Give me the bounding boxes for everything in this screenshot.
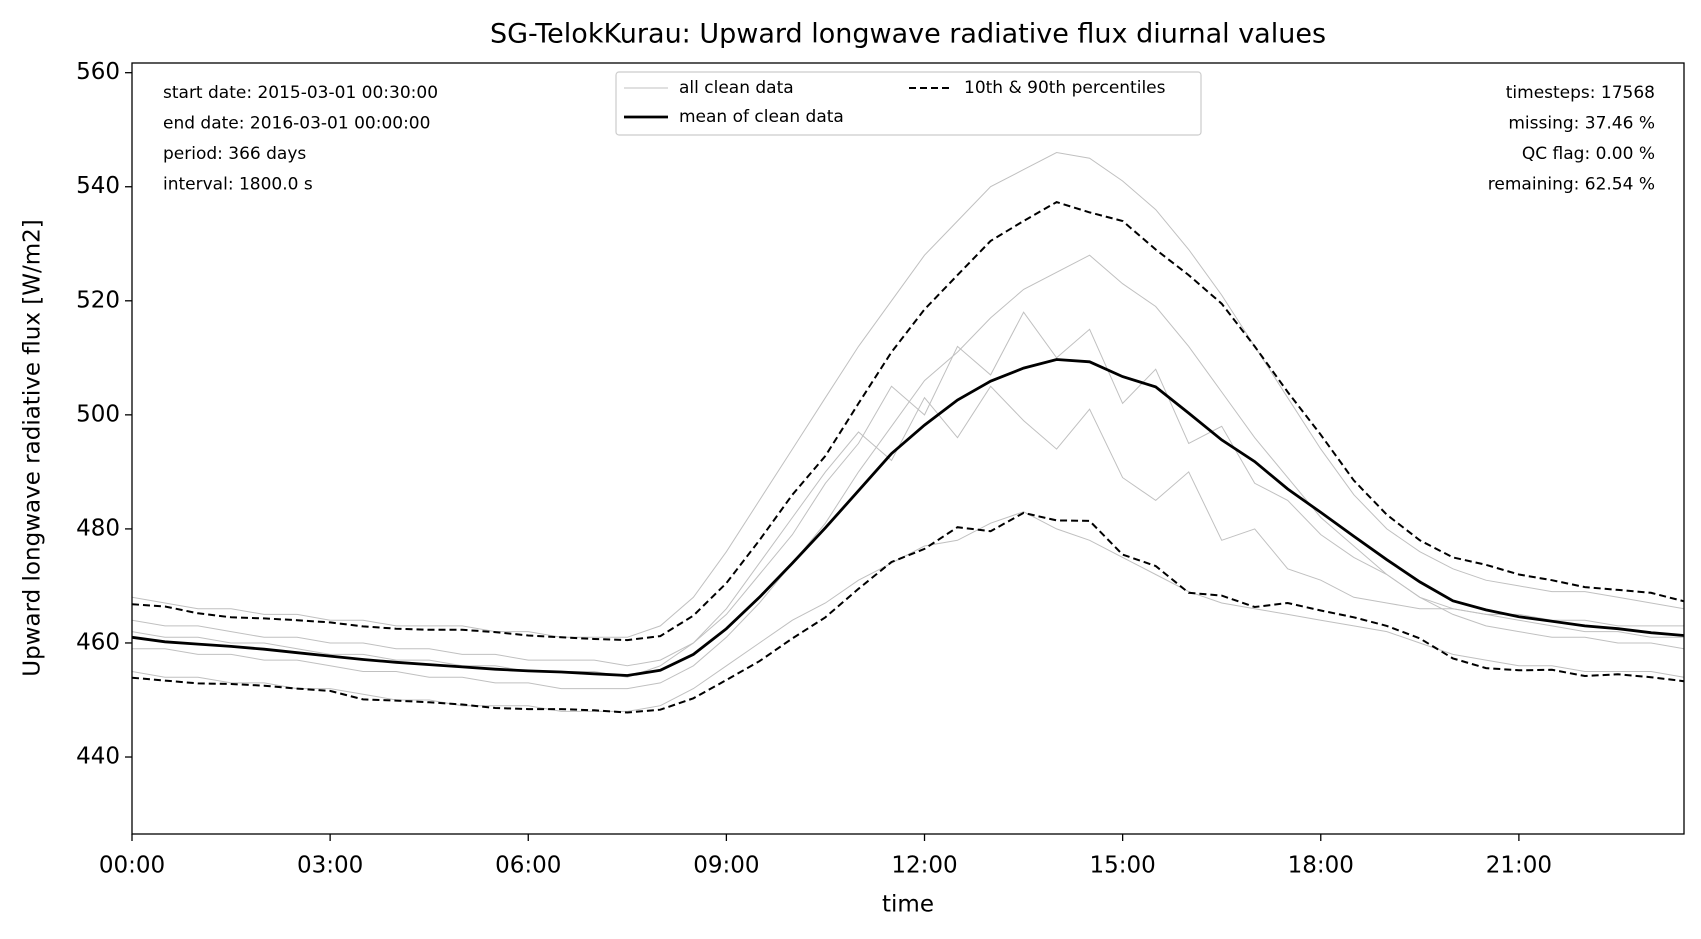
x-tick-label: 18:00 xyxy=(1288,853,1354,879)
day-line xyxy=(132,511,1684,712)
series-line xyxy=(132,201,1684,642)
series-line xyxy=(132,358,1684,677)
x-axis-label: time xyxy=(882,892,934,918)
x-tick-label: 12:00 xyxy=(891,853,957,879)
annotation: start date: 2015-03-01 00:30:00 xyxy=(163,83,438,103)
x-tick-label: 15:00 xyxy=(1089,853,1155,879)
annotation: missing: 37.46 % xyxy=(1508,114,1655,134)
y-tick-label: 540 xyxy=(76,173,120,199)
day-line xyxy=(132,311,1684,678)
day-line xyxy=(132,254,1684,690)
annotation: end date: 2016-03-01 00:00:00 xyxy=(163,114,430,134)
x-tick-label: 09:00 xyxy=(693,853,759,879)
annotation: timesteps: 17568 xyxy=(1506,83,1655,103)
y-axis-label: Upward longwave radiative flux [W/m2] xyxy=(20,219,46,677)
annotation: QC flag: 0.00 % xyxy=(1522,144,1655,164)
y-tick-label: 480 xyxy=(76,515,120,541)
plot-frame xyxy=(131,62,1685,835)
y-tick-label: 440 xyxy=(76,744,120,770)
chart-title: SG-TelokKurau: Upward longwave radiative… xyxy=(490,19,1326,50)
annotation: interval: 1800.0 s xyxy=(163,175,313,195)
plot-lines xyxy=(132,151,1684,714)
series-line xyxy=(132,511,1684,714)
legend-label: mean of clean data xyxy=(679,107,844,127)
x-tick-label: 06:00 xyxy=(495,853,561,879)
annotation: remaining: 62.54 % xyxy=(1488,175,1655,195)
legend-box xyxy=(615,71,1202,136)
x-tick-label: 00:00 xyxy=(99,853,165,879)
y-tick-label: 520 xyxy=(76,287,120,313)
y-tick-label: 500 xyxy=(76,401,120,427)
day-line xyxy=(132,151,1684,638)
legend-label: all clean data xyxy=(679,78,794,98)
x-tick-label: 03:00 xyxy=(297,853,363,879)
day-line xyxy=(132,385,1684,667)
legend-label: 10th & 90th percentiles xyxy=(964,78,1166,98)
x-tick-label: 21:00 xyxy=(1486,853,1552,879)
y-tick-label: 460 xyxy=(76,629,120,655)
annotation: period: 366 days xyxy=(163,144,306,164)
y-tick-label: 560 xyxy=(76,59,120,85)
